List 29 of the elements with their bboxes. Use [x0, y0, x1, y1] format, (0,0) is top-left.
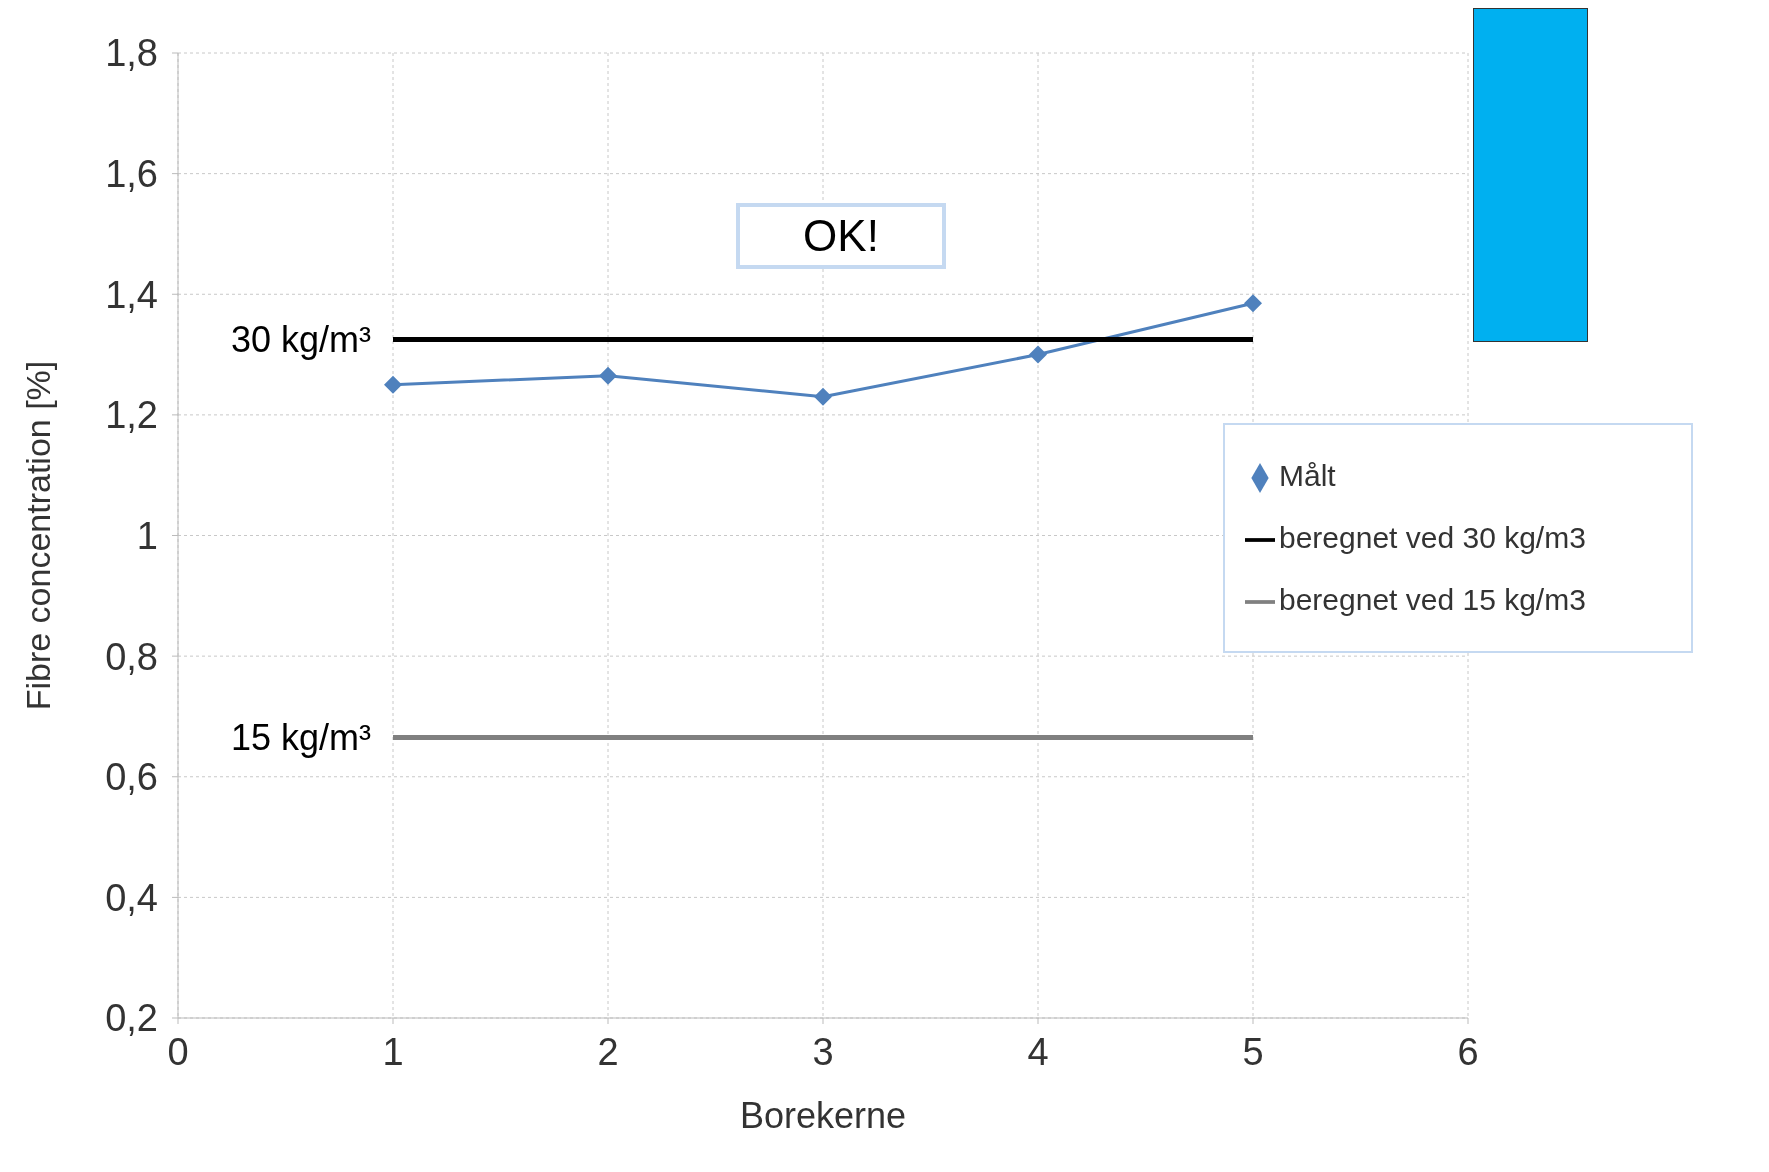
point	[814, 387, 832, 406]
x-tick-label: 2	[597, 1030, 619, 1073]
y-axis-title: Fibre concentration [%]	[19, 360, 58, 711]
x-tick-label: 4	[1027, 1030, 1049, 1073]
y-tick-label: 1,8	[105, 32, 158, 75]
y-tick-label: 1,4	[105, 273, 158, 316]
y-tick-label: 1,6	[105, 153, 158, 196]
annotation: OK!	[736, 203, 946, 269]
annotation: 30 kg/m³	[230, 319, 372, 361]
y-tick-label: 1	[136, 514, 158, 557]
x-tick-label: 3	[812, 1030, 834, 1073]
annotation: 15 kg/m³	[230, 717, 372, 759]
point	[384, 375, 402, 394]
point	[599, 366, 617, 385]
x-tick-label: 5	[1242, 1030, 1264, 1073]
y-tick-label: 0,6	[105, 756, 158, 799]
point	[1244, 294, 1262, 313]
x-tick-label: 0	[167, 1030, 189, 1073]
y-tick-label: 0,4	[105, 876, 158, 919]
x-axis-title: Borekerne	[739, 1095, 907, 1136]
point	[1029, 345, 1047, 364]
y-tick-label: 0,8	[105, 635, 158, 678]
x-tick-label: 1	[382, 1030, 404, 1073]
legend-label: Målt	[1279, 459, 1336, 492]
y-tick-label: 1,2	[105, 394, 158, 437]
legend-label: beregnet ved 30 kg/m3	[1279, 521, 1586, 554]
x-tick-label: 6	[1457, 1030, 1479, 1073]
legend-label: beregnet ved 15 kg/m3	[1279, 583, 1586, 616]
y-tick-label: 0,2	[105, 997, 158, 1040]
